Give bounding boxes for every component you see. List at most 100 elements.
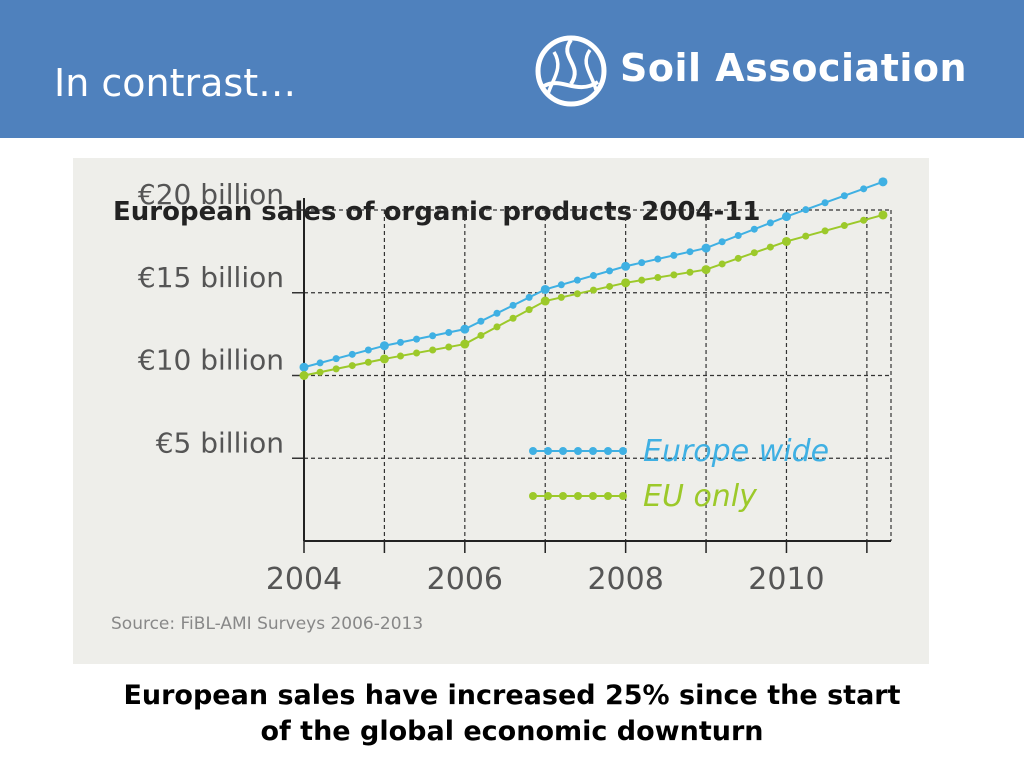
series-marker (413, 349, 421, 357)
series-marker (638, 259, 646, 267)
series-marker (654, 255, 662, 263)
soil-association-mark-icon (535, 35, 607, 107)
legend-marker (544, 492, 552, 500)
series-marker (364, 346, 372, 354)
series-marker (396, 352, 404, 360)
series-marker (348, 362, 356, 370)
legend-marker (574, 447, 582, 455)
series-marker (840, 222, 848, 230)
data-point (701, 265, 711, 275)
data-point (621, 278, 631, 288)
chart-source: Source: FiBL-AMI Surveys 2006-2013 (111, 614, 423, 634)
series-marker (734, 231, 742, 239)
series-marker (525, 293, 533, 301)
series-marker (860, 185, 868, 193)
series-marker (396, 338, 404, 346)
series-marker (332, 355, 340, 363)
series-marker (589, 272, 597, 280)
series-marker (606, 282, 614, 290)
series-marker (734, 254, 742, 262)
data-point (540, 284, 550, 294)
series-marker (718, 238, 726, 246)
series-marker (821, 199, 829, 207)
series-marker (557, 281, 565, 289)
series-marker (573, 290, 581, 298)
caption-line-1: European sales have increased 25% since … (123, 680, 901, 711)
series-marker (445, 328, 453, 336)
y-tick-label: €15 billion (138, 261, 284, 294)
data-point (878, 177, 888, 187)
legend-marker (619, 447, 627, 455)
data-point (701, 243, 711, 253)
series-marker (802, 206, 810, 214)
series-marker (686, 268, 694, 276)
series-marker (686, 248, 694, 256)
series-marker (493, 309, 501, 317)
legend-marker (529, 447, 537, 455)
legend-marker (604, 492, 612, 500)
series-marker (606, 267, 614, 275)
legend-marker (604, 447, 612, 455)
series-marker (638, 276, 646, 284)
x-tick-label: 2004 (266, 562, 342, 597)
series-marker (860, 216, 868, 224)
data-point (299, 371, 309, 380)
legend-label: EU only (643, 479, 758, 514)
soil-association-logo: Soil Association (534, 34, 967, 108)
data-point (379, 341, 389, 351)
legend-marker (559, 447, 567, 455)
legend-marker (589, 492, 597, 500)
x-tick-label: 2008 (587, 562, 663, 597)
series-marker (670, 271, 678, 279)
legend-marker (619, 492, 627, 500)
sales-line-chart: European sales of organic products 2004-… (111, 177, 892, 634)
header-bar: In contrast… Soil Association (0, 0, 1024, 138)
x-tick-label: 2006 (427, 562, 503, 597)
slide-title: In contrast… (54, 61, 297, 105)
logo-text: Soil Association (620, 46, 968, 90)
series-marker (316, 368, 324, 376)
legend-marker (544, 447, 552, 455)
series-marker (509, 314, 517, 322)
data-point (781, 212, 791, 222)
legend-marker (529, 492, 537, 500)
slide-caption: European sales have increased 25% since … (40, 678, 984, 750)
series-marker (316, 359, 324, 367)
y-tick-label: €10 billion (138, 344, 284, 377)
series-marker (840, 192, 848, 200)
data-point (299, 362, 309, 372)
data-point (540, 296, 550, 306)
legend-label: Europe wide (643, 434, 829, 469)
series-marker (670, 251, 678, 259)
chart-title: European sales of organic products 2004-… (113, 197, 760, 227)
series-marker (413, 335, 421, 343)
series-marker (750, 249, 758, 257)
series-marker (654, 274, 662, 282)
data-point (379, 354, 389, 364)
series-marker (429, 332, 437, 340)
series-marker (445, 343, 453, 351)
data-point (878, 210, 888, 220)
legend-marker (574, 492, 582, 500)
series-marker (348, 350, 356, 358)
series-marker (750, 225, 758, 233)
series-marker (766, 219, 774, 227)
data-point (781, 236, 791, 246)
data-point (460, 324, 470, 334)
series-marker (364, 358, 372, 366)
caption-line-2: of the global economic downturn (260, 716, 764, 747)
series-marker (821, 227, 829, 235)
series-marker (557, 293, 565, 301)
series-marker (477, 331, 485, 339)
series-line (303, 214, 884, 377)
legend-marker (589, 447, 597, 455)
series-marker (525, 306, 533, 314)
series-marker (429, 346, 437, 354)
data-point (621, 261, 631, 271)
y-tick-label: €5 billion (156, 426, 284, 459)
series-marker (718, 260, 726, 268)
x-tick-label: 2010 (748, 562, 824, 597)
series-marker (493, 323, 501, 331)
series-marker (802, 232, 810, 240)
chart-panel: European sales of organic products 2004-… (73, 158, 929, 664)
